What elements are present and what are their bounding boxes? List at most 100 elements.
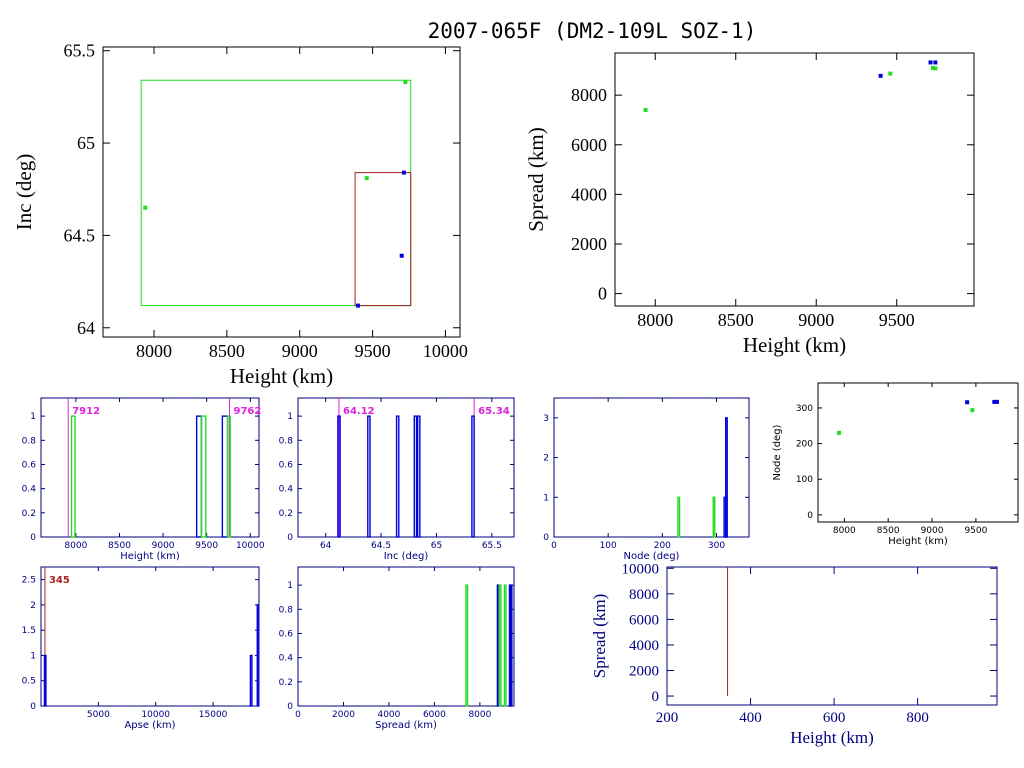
y-tick-label-height_hist: 0.2: [22, 509, 36, 519]
histogram-bar-spread_hist: [509, 584, 513, 707]
y-tick-label-inc_hist: 0.8: [279, 436, 294, 446]
x-tick-label-spread_hist: 2000: [332, 710, 355, 720]
x-tick-label-inc_hist: 65: [431, 541, 442, 551]
x-axis-label-node_hist: Node (deg): [624, 551, 680, 562]
panel-spread_height: 8000 8500 9000 9500 0 2000 4000 6000 8000 Height …: [524, 52, 975, 357]
x-tick-label-height_hist: 9000: [152, 541, 175, 551]
panel-height_hist: 8000 8500 9000 9500 10000 0 0.2 0.4 0.6 0.8 1 Heigh…: [22, 397, 265, 562]
x-axis-label-inc_height: Height (km): [230, 364, 333, 388]
x-tick-label-node_height: 9000: [921, 526, 944, 536]
y-tick-label-node_height: 200: [796, 440, 813, 450]
y-tick-label-spread_hist: 0.8: [279, 605, 294, 615]
y-tick-label-spread_hist: 0.6: [279, 629, 294, 639]
histogram-bar-node_hist: [725, 417, 728, 538]
y-tick-label-spread_height: 6000: [571, 135, 607, 155]
y-tick-label-node_hist: 3: [543, 414, 549, 424]
data-point-node_height: [837, 430, 842, 435]
red-box-inc_height: [354, 172, 412, 307]
x-tick-label-inc_hist: 64: [320, 541, 332, 551]
x-tick-label-spread_height: 8500: [718, 310, 754, 330]
y-axis-label-spread_low_height: Spread (km): [590, 594, 609, 679]
x-axis-label-spread_hist: Spread (km): [375, 720, 437, 731]
y-tick-label-spread_low_height: 0: [652, 689, 660, 705]
histogram-bar-inc_hist: [367, 415, 371, 538]
y-tick-label-spread_height: 8000: [571, 85, 607, 105]
histogram-bar-inc_hist: [471, 415, 475, 538]
y-tick-label-spread_height: 4000: [571, 184, 607, 204]
data-point-node_height: [994, 399, 999, 404]
x-tick-label-height_hist: 9500: [195, 541, 218, 551]
x-tick-label-node_hist: 300: [708, 541, 725, 551]
y-tick-label-apse_hist: 2.5: [22, 576, 36, 586]
plot-frame-node_hist: [553, 397, 750, 538]
panel-node_hist: 0 100 200 300 0 1 2 3 Node (deg): [543, 397, 750, 562]
panel-node_height: 8000 8500 9000 9500 0 100 200 300 Height (km) Nod…: [772, 382, 1019, 547]
histogram-bar-height_hist: [226, 415, 231, 538]
y-tick-label-apse_hist: 1.5: [22, 626, 36, 636]
x-tick-label-inc_height: 9000: [282, 341, 318, 361]
data-point-spread_height: [928, 60, 933, 65]
figure-title: 2007-065F (DM2-109L SOZ-1): [428, 19, 757, 43]
x-tick-label-inc_height: 9500: [355, 341, 391, 361]
x-tick-label-height_hist: 8000: [64, 541, 87, 551]
x-tick-label-node_height: 8500: [877, 526, 900, 536]
histogram-bar-spread_hist: [465, 584, 469, 707]
x-axis-label-node_height: Height (km): [888, 536, 948, 547]
y-tick-label-spread_hist: 0.2: [279, 678, 293, 688]
y-tick-label-height_hist: 0.6: [22, 460, 37, 470]
panel-inc_height: 8000 8500 9000 9500 10000 64 64.5 65 65.5 Height …: [12, 41, 468, 388]
y-tick-label-height_hist: 0.4: [22, 485, 37, 495]
plot-frame-spread_hist: [297, 566, 515, 707]
y-tick-label-inc_height: 65.5: [64, 41, 96, 61]
histogram-bar-inc_hist: [413, 415, 418, 538]
data-point-spread_height: [933, 60, 938, 65]
annotation-inc_hist: 65.34: [478, 406, 510, 417]
histogram-bar-node_hist: [712, 496, 716, 538]
histogram-bar-apse_hist: [43, 654, 47, 707]
green-box-inc_height: [140, 79, 412, 307]
x-tick-label-spread_height: 9500: [879, 310, 915, 330]
x-tick-label-apse_hist: 5000: [87, 710, 110, 720]
annotation-apse_hist: 345: [49, 575, 70, 586]
y-tick-label-node_height: 100: [796, 475, 813, 485]
y-tick-label-spread_hist: 0.4: [279, 654, 294, 664]
y-tick-label-spread_hist: 1: [287, 581, 293, 591]
histogram-bar-height_hist: [195, 415, 203, 538]
histogram-bar-spread_hist: [496, 584, 500, 707]
annotation-height_hist: 9762: [234, 406, 262, 417]
plot-frame-spread_height: [614, 52, 975, 307]
plot-frame-inc_hist: [297, 397, 515, 538]
histogram-bar-inc_hist: [416, 415, 421, 538]
panel-spread_low_height: 200 400 600 8000200040006000800010000Height…: [590, 561, 998, 747]
data-point-node_height: [992, 399, 997, 404]
y-tick-label-spread_low_height: 2000: [629, 664, 659, 680]
data-point-spread_height: [933, 66, 938, 71]
annotation-inc_hist: 64.12: [343, 406, 375, 417]
x-tick-label-inc_height: 10000: [423, 341, 468, 361]
histogram-bar-spread_hist: [498, 584, 502, 707]
panel-inc_hist: 64 64.5 65 65.5 0 0.2 0.4 0.6 0.8 1 Inc (deg) 64.12…: [279, 397, 515, 562]
data-point-inc_height: [143, 205, 148, 210]
y-tick-label-spread_height: 0: [598, 284, 607, 304]
x-tick-label-inc_hist: 65.5: [482, 541, 502, 551]
data-point-spread_height: [888, 71, 893, 76]
y-tick-label-node_height: 0: [807, 511, 813, 521]
x-axis-label-inc_hist: Inc (deg): [384, 551, 429, 562]
x-tick-label-spread_low_height: 200: [656, 710, 679, 726]
x-axis-label-spread_low_height: Height (km): [790, 728, 874, 747]
y-tick-label-height_hist: 0.8: [22, 436, 37, 446]
x-tick-label-inc_hist: 64.5: [371, 541, 391, 551]
x-tick-label-height_hist: 8500: [108, 541, 131, 551]
x-tick-label-spread_height: 8000: [637, 310, 673, 330]
histogram-bar-height_hist: [221, 415, 229, 538]
x-tick-label-spread_hist: 0: [295, 710, 301, 720]
y-tick-label-spread_low_height: 6000: [629, 612, 659, 628]
data-point-node_height: [970, 408, 975, 413]
x-tick-label-node_height: 9500: [964, 526, 987, 536]
x-tick-label-spread_hist: 8000: [468, 710, 491, 720]
histogram-bar-inc_hist: [395, 415, 400, 538]
x-tick-label-node_hist: 0: [551, 541, 557, 551]
y-tick-label-spread_low_height: 4000: [629, 638, 659, 654]
panel-spread_hist: 0 2000 4000 6000 8000 0 0.2 0.4 0.6 0.8 1 Spread (k…: [279, 566, 515, 731]
